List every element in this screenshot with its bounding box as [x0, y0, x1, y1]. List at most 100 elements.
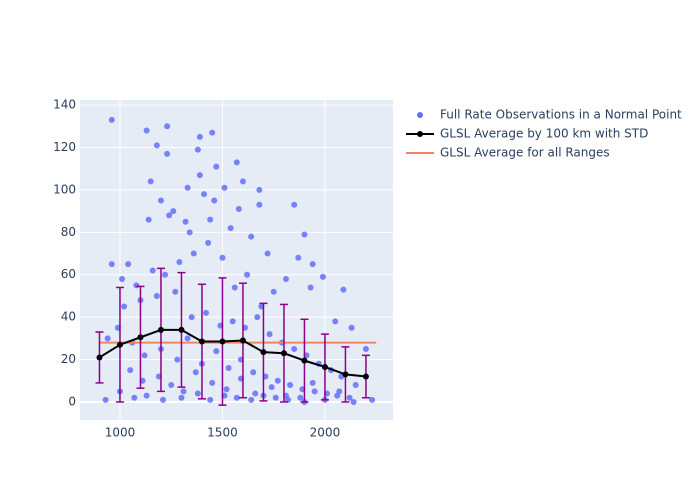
scatter-point [264, 250, 271, 257]
scatter-point [188, 314, 195, 321]
scatter-point [125, 261, 132, 268]
y-tick-label: 140 [53, 98, 76, 112]
scatter-point [145, 216, 152, 223]
legend-label: GLSL Average for all Ranges [440, 146, 610, 160]
y-tick-label: 40 [61, 310, 76, 324]
scatter-point [162, 271, 169, 278]
scatter-point [209, 379, 216, 386]
scatter-point [307, 284, 314, 291]
scatter-point [348, 324, 355, 331]
scatter-point [178, 394, 185, 401]
scatter-point [287, 382, 294, 389]
scatter-point [252, 390, 259, 397]
scatter-point [192, 369, 199, 376]
scatter-point [143, 127, 150, 134]
plot-area [80, 100, 393, 420]
scatter-point [194, 146, 201, 153]
line-marker [239, 337, 246, 344]
legend-label: Full Rate Observations in a Normal Point [440, 108, 682, 122]
scatter-point [196, 172, 203, 179]
scatter-point [297, 394, 304, 401]
scatter-point [102, 396, 109, 403]
legend-symbol [417, 112, 423, 118]
scatter-point [196, 133, 203, 140]
scatter-point [108, 116, 115, 123]
line-marker [342, 371, 349, 378]
scatter-point [186, 229, 193, 236]
scatter-point [190, 250, 197, 257]
scatter-point [229, 318, 236, 325]
scatter-point [369, 396, 376, 403]
y-tick-label: 100 [53, 182, 76, 196]
scatter-point [157, 197, 164, 204]
scatter-point [207, 396, 214, 403]
x-tick-label: 1500 [207, 426, 238, 440]
scatter-point [346, 394, 353, 401]
x-tick-label: 1000 [105, 426, 136, 440]
scatter-point [203, 309, 210, 316]
scatter-point [121, 303, 128, 310]
scatter-point [153, 292, 160, 299]
scatter-point [213, 348, 220, 355]
scatter-point [149, 267, 156, 274]
scatter-point [166, 212, 173, 219]
scatter-point [283, 275, 290, 282]
scatter-point [268, 384, 275, 391]
scatter-point [352, 382, 359, 389]
scatter-point [272, 394, 279, 401]
scatter-point [119, 275, 126, 282]
scatter-point [104, 335, 111, 342]
line-marker [96, 354, 103, 361]
scatter-point [336, 388, 343, 395]
scatter-point [164, 123, 171, 130]
scatter-point [194, 390, 201, 397]
scatter-point [176, 259, 183, 266]
scatter-point [133, 282, 140, 289]
line-marker [198, 338, 205, 345]
scatter-point [270, 288, 277, 295]
line-marker [280, 350, 287, 357]
scatter-point [248, 396, 255, 403]
scatter-point [248, 233, 255, 240]
scatter-point [233, 159, 240, 166]
scatter-point [168, 382, 175, 389]
scatter-point [131, 394, 138, 401]
scatter-point [362, 345, 369, 352]
line [98, 328, 367, 378]
scatter-point [207, 216, 214, 223]
scatter-point [309, 261, 316, 268]
scatter-point [231, 284, 238, 291]
scatter-point [219, 254, 226, 261]
scatter-point [311, 388, 318, 395]
line-marker [260, 349, 267, 356]
scatter-point [266, 331, 273, 338]
line-marker [178, 326, 185, 333]
scatter-point [332, 318, 339, 325]
scatter-point [295, 254, 302, 261]
x-tick-label: 2000 [310, 426, 341, 440]
scatter-point [233, 394, 240, 401]
scatter-point [244, 271, 251, 278]
line-marker [321, 363, 328, 370]
scatter-point [319, 273, 326, 280]
line-marker [116, 341, 123, 348]
scatter-point [291, 345, 298, 352]
scatter-point [256, 186, 263, 193]
scatter-point [250, 369, 257, 376]
scatter-point [227, 225, 234, 232]
scatter-point [239, 178, 246, 185]
y-tick-label: 60 [61, 267, 76, 281]
scatter-point [301, 231, 308, 238]
scatter-point [235, 205, 242, 212]
scatter-point [141, 352, 148, 359]
y-tick-label: 80 [61, 225, 76, 239]
scatter-point [170, 208, 177, 215]
scatter-point [174, 356, 181, 363]
line-marker [157, 326, 164, 333]
scatter-point [108, 261, 115, 268]
scatter-point [164, 150, 171, 157]
scatter-point [160, 396, 167, 403]
scatter-point [143, 392, 150, 399]
scatter-point [205, 239, 212, 246]
